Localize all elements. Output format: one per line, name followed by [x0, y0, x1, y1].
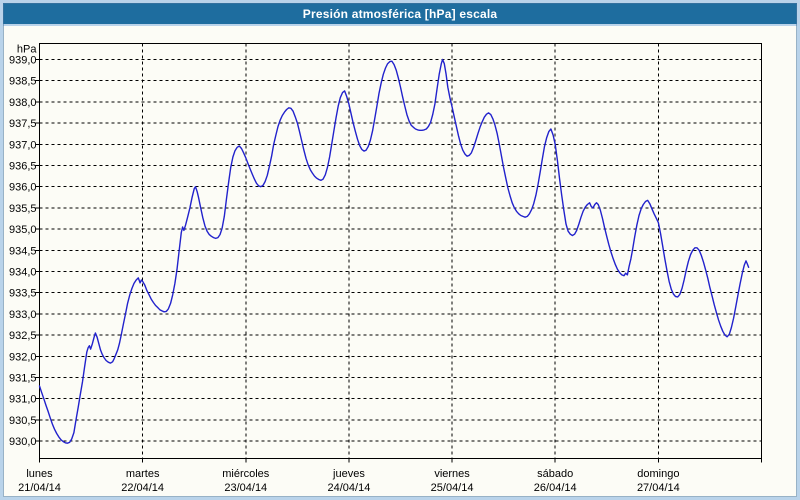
y-tick-label: 936,5	[9, 161, 37, 173]
x-date-label: 24/04/14	[328, 482, 371, 494]
x-date-label: 21/04/14	[18, 482, 61, 494]
y-tick-label: 934,5	[9, 245, 37, 257]
y-axis-unit-label: hPa	[17, 44, 37, 56]
y-tick-label: 937,0	[9, 139, 37, 151]
y-tick-label: 933,0	[9, 309, 37, 321]
x-date-label: 27/04/14	[637, 482, 680, 494]
x-day-label: miércoles	[222, 468, 270, 480]
y-tick-label: 937,5	[9, 118, 37, 130]
y-tick-label: 931,5	[9, 373, 37, 385]
x-day-label: lunes	[26, 468, 53, 480]
x-day-label: sábado	[537, 468, 573, 480]
x-date-label: 23/04/14	[224, 482, 267, 494]
y-tick-label: 938,5	[9, 76, 37, 88]
x-date-label: 22/04/14	[121, 482, 164, 494]
y-tick-label: 936,0	[9, 182, 37, 194]
x-day-label: domingo	[637, 468, 679, 480]
x-day-label: martes	[126, 468, 160, 480]
y-tick-label: 939,0	[9, 55, 37, 67]
y-tick-label: 935,0	[9, 224, 37, 236]
y-tick-label: 934,0	[9, 267, 37, 279]
x-day-label: viernes	[434, 468, 470, 480]
x-day-label: jueves	[332, 468, 365, 480]
y-tick-label: 930,5	[9, 415, 37, 427]
y-tick-label: 932,0	[9, 351, 37, 363]
chart-title: Presión atmosférica [hPa] escala	[302, 6, 498, 21]
x-date-label: 26/04/14	[534, 482, 577, 494]
x-date-label: 25/04/14	[431, 482, 474, 494]
y-tick-label: 933,5	[9, 288, 37, 300]
y-tick-label: 930,0	[9, 436, 37, 448]
y-tick-label: 932,5	[9, 330, 37, 342]
y-tick-label: 938,0	[9, 97, 37, 109]
plot-border	[39, 43, 762, 459]
title-bar: Presión atmosférica [hPa] escala	[3, 3, 797, 26]
pressure-line	[38, 58, 750, 444]
y-tick-label: 931,0	[9, 394, 37, 406]
y-tick-label: 935,5	[9, 203, 37, 215]
